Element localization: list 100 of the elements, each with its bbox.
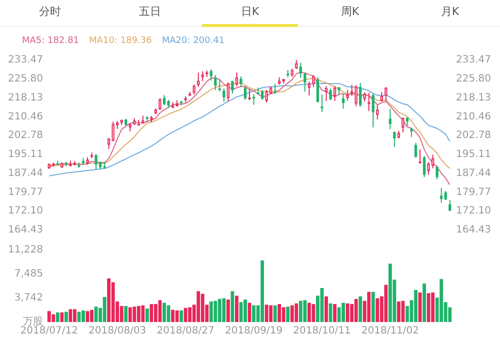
candlestick [342, 93, 345, 110]
bar [196, 291, 200, 322]
bar [209, 301, 213, 322]
y-tick-label: 179.77 [8, 186, 43, 198]
bar [294, 303, 298, 322]
candlestick [448, 200, 452, 212]
bar [145, 308, 149, 322]
text: MA5: 182.81 [22, 36, 80, 48]
y2-tick-label: 172.10 [456, 206, 491, 217]
bar [264, 304, 268, 322]
x-tick-label: 2018/10/11 [293, 326, 351, 337]
bar [214, 300, 218, 322]
y-tick-label: 195.11 [8, 149, 43, 160]
candlestick [316, 76, 320, 103]
candlestick [248, 88, 251, 101]
candlestick [324, 86, 328, 102]
y-tick-label: 187.44 [8, 168, 43, 179]
candlestick [197, 72, 200, 88]
candlestick [304, 72, 306, 92]
y2-tick-label: 202.78 [456, 130, 491, 142]
candlestick [274, 83, 276, 94]
bar [132, 306, 136, 322]
candlestick [329, 88, 332, 100]
y-tick-label: 218.13 [8, 92, 43, 104]
bar [107, 278, 111, 322]
bar [312, 304, 316, 322]
candlestick [418, 148, 422, 164]
bar [252, 305, 256, 322]
bar [282, 307, 286, 322]
x-tick-label: 2018/08/27 [156, 326, 214, 337]
candlestick [312, 74, 315, 88]
bar [120, 306, 124, 322]
bar [102, 296, 106, 322]
bar [68, 309, 72, 322]
text: MA20: 200.41 [162, 36, 225, 48]
y-tick-label: 210.46 [8, 111, 43, 122]
y2-tick-label: 218.13 [456, 92, 491, 104]
x-tick-label: 2018/09/19 [224, 326, 283, 337]
y-tick-label: 11,228 [8, 244, 43, 256]
candlestick [376, 104, 379, 120]
bar [244, 300, 247, 322]
candlestick [354, 84, 358, 107]
bar [52, 314, 56, 322]
x-tick-label: 2018/08/03 [88, 326, 146, 337]
bar [184, 308, 188, 322]
bar [218, 298, 222, 322]
candlestick [384, 86, 388, 102]
bar [367, 292, 371, 322]
bar [346, 303, 350, 322]
candlestick [265, 89, 268, 104]
candlestick [235, 72, 238, 87]
bar [286, 306, 290, 322]
y-tick-label: 202.78 [8, 130, 43, 142]
candlestick [440, 187, 443, 204]
bar [307, 302, 311, 322]
bar [290, 305, 294, 322]
bar [226, 300, 230, 322]
candlestick [162, 94, 166, 106]
y-tick-label: 225.80 [8, 73, 43, 84]
candlestick [422, 155, 426, 178]
bar [90, 310, 94, 322]
y-tick-label: 172.10 [8, 206, 43, 217]
candlestick [222, 88, 226, 102]
bar [230, 291, 234, 322]
bar [431, 292, 435, 322]
bar [384, 284, 388, 322]
bar [60, 312, 64, 322]
bar [162, 302, 166, 322]
bar [128, 307, 132, 322]
bar [333, 304, 336, 322]
bar [171, 310, 174, 322]
bar [388, 264, 392, 322]
bar [440, 279, 444, 322]
bar [77, 312, 81, 322]
bar [397, 301, 400, 322]
bar [426, 293, 430, 322]
text: 五日 [139, 5, 161, 18]
bar [222, 298, 226, 322]
y2-tick-label: 225.80 [456, 73, 491, 84]
y-tick-label: 233.47 [8, 54, 43, 66]
bar [47, 311, 51, 322]
candlestick [359, 82, 362, 108]
bar [111, 282, 115, 322]
candlestick [244, 86, 247, 100]
y-tick-label: 3,742 [14, 292, 43, 304]
candlestick [320, 94, 324, 113]
text: 日K [240, 5, 260, 18]
text: 月K [440, 5, 460, 18]
candlestick [107, 137, 110, 150]
candlestick [240, 76, 242, 88]
bar [141, 305, 145, 322]
bar [358, 296, 362, 322]
candlestick [260, 89, 264, 100]
bar [124, 306, 128, 322]
candlestick [363, 92, 366, 102]
candlestick [231, 80, 234, 94]
bar [376, 298, 380, 322]
bar [354, 298, 358, 322]
candlestick [368, 92, 370, 112]
candlestick [414, 142, 418, 158]
